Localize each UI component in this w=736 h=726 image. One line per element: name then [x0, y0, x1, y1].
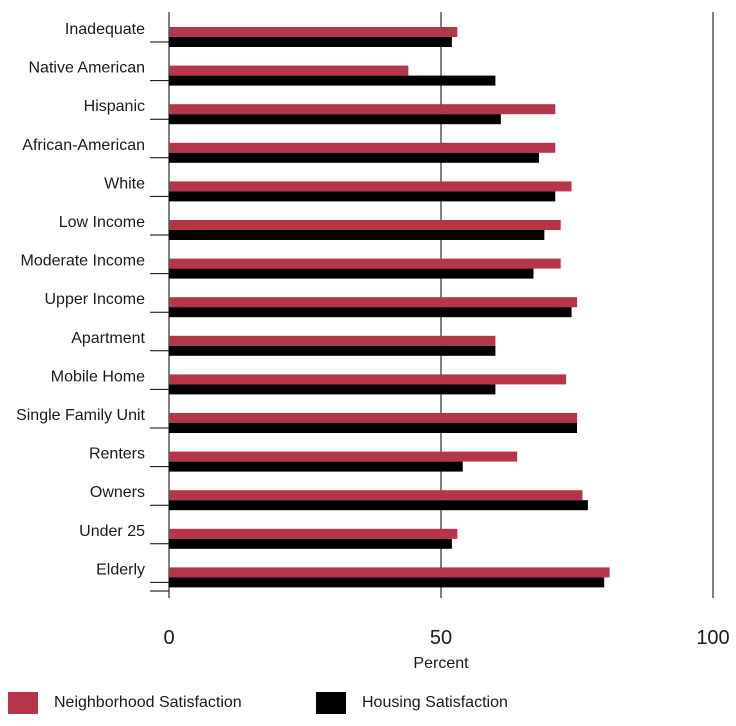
legend-swatch-neighborhood	[8, 692, 38, 714]
bar-housing	[169, 345, 496, 356]
category-label: Moderate Income	[20, 253, 145, 270]
legend: Neighborhood Satisfaction Housing Satisf…	[0, 692, 736, 722]
bar-neighborhood	[169, 374, 567, 385]
bar-housing	[169, 191, 556, 202]
bar-neighborhood	[169, 258, 561, 269]
bar-housing	[169, 152, 539, 163]
bar-neighborhood	[169, 65, 409, 76]
category-label: Upper Income	[45, 291, 146, 308]
bar-housing	[169, 423, 577, 433]
category-label: Under 25	[79, 523, 145, 540]
category-label: African-American	[22, 137, 145, 154]
bar-neighborhood	[169, 490, 583, 501]
bars	[169, 27, 610, 588]
legend-item-neighborhood: Neighborhood Satisfaction	[8, 692, 242, 714]
legend-label-neighborhood: Neighborhood Satisfaction	[54, 694, 242, 711]
bar-neighborhood	[169, 297, 577, 308]
category-label: Inadequate	[65, 21, 145, 38]
bar-housing	[169, 461, 463, 472]
bar-neighborhood	[169, 451, 518, 462]
category-label: Single Family Unit	[16, 407, 145, 424]
x-tick-label: 100	[696, 627, 729, 649]
category-label: White	[104, 175, 145, 192]
category-label: Hispanic	[84, 98, 145, 115]
bar-neighborhood	[169, 567, 610, 578]
bar-neighborhood	[169, 220, 561, 230]
bar-housing	[169, 268, 534, 279]
bar-neighborhood	[169, 104, 556, 115]
legend-item-housing: Housing Satisfaction	[316, 692, 508, 714]
bar-neighborhood	[169, 142, 556, 153]
bar-housing	[169, 114, 501, 125]
bar-housing	[169, 384, 496, 395]
x-tick-labels: 0 50 100	[163, 627, 729, 649]
x-tick-label: 0	[163, 627, 174, 649]
bar-housing	[169, 577, 605, 588]
bar-neighborhood	[169, 413, 577, 423]
category-label: Owners	[90, 484, 145, 501]
category-label: Native American	[29, 60, 146, 77]
bar-housing	[169, 230, 545, 240]
bar-housing	[169, 538, 452, 549]
category-label: Low Income	[59, 214, 145, 231]
bar-neighborhood	[169, 335, 496, 346]
category-labels: Inadequate Native American Hispanic African…	[16, 21, 169, 592]
x-axis-title: Percent	[413, 655, 469, 672]
bar-neighborhood	[169, 528, 458, 539]
bar-chart: Inadequate Native American Hispanic African…	[16, 12, 730, 672]
bar-neighborhood	[169, 27, 458, 37]
bar-housing	[169, 500, 588, 511]
category-label: Renters	[89, 446, 145, 463]
category-label: Elderly	[96, 561, 145, 578]
bar-housing	[169, 75, 496, 86]
bar-neighborhood	[169, 181, 572, 192]
legend-label-housing: Housing Satisfaction	[362, 694, 508, 711]
category-label: Apartment	[71, 330, 145, 347]
bar-housing	[169, 307, 572, 318]
legend-swatch-housing	[316, 692, 346, 714]
bar-housing	[169, 37, 452, 47]
x-tick-label: 50	[430, 627, 452, 649]
category-label: Mobile Home	[51, 368, 145, 385]
